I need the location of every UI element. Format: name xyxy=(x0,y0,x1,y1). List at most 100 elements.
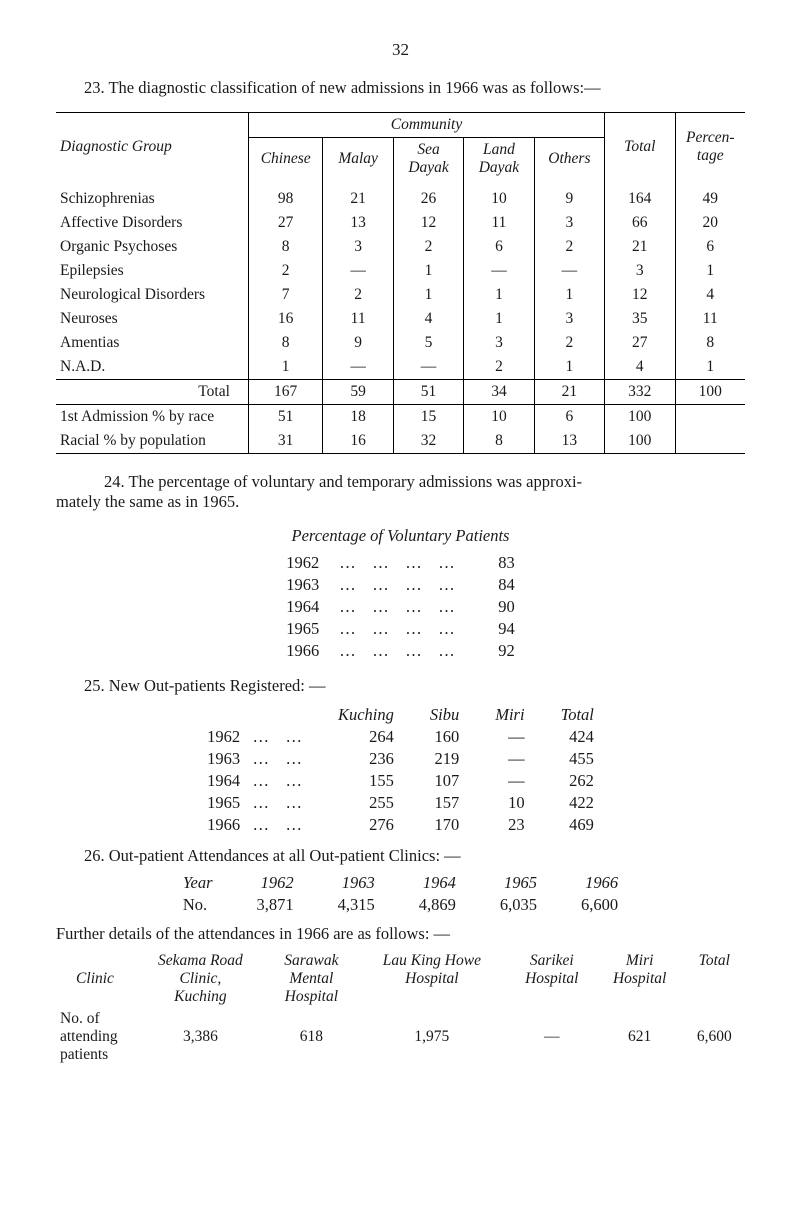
diag-footer-cell: 16 xyxy=(323,429,393,453)
diag-footer-label: Racial % by population xyxy=(56,429,248,453)
out-cell: 455 xyxy=(543,748,612,770)
diag-cell: 21 xyxy=(323,180,393,211)
diag-cell: 66 xyxy=(605,211,675,235)
diag-cell: 1 xyxy=(393,259,463,283)
diag-cell: 2 xyxy=(393,235,463,259)
diag-cell: 1 xyxy=(534,283,604,307)
diag-cell: 9 xyxy=(323,331,393,355)
diag-cell: 2 xyxy=(323,283,393,307)
pct-col-header: Percen- tage xyxy=(675,113,745,180)
diag-cell: 4 xyxy=(675,283,745,307)
diag-cell: 164 xyxy=(605,180,675,211)
vol-year: 1964 xyxy=(276,596,329,618)
diag-row-label: Neurological Disorders xyxy=(56,283,248,307)
diag-cell: 16 xyxy=(248,307,323,331)
diag-cell: 4 xyxy=(393,307,463,331)
out-cell: 424 xyxy=(543,726,612,748)
attendances-table: Year 1962 1963 1964 1965 1966 No. 3,871 … xyxy=(161,872,640,916)
diag-cell: 1 xyxy=(248,355,323,380)
diag-footer-cell: 31 xyxy=(248,429,323,453)
diag-cell: 2 xyxy=(464,355,534,380)
paragraph-26: 26. Out-patient Attendances at all Out-p… xyxy=(56,846,745,866)
vol-value: 94 xyxy=(465,618,525,640)
clinic-h-sarikei: Sarikei Hospital xyxy=(508,950,596,1008)
diag-cell: — xyxy=(323,259,393,283)
paragraph-23: 23. The diagnostic classification of new… xyxy=(56,78,745,98)
clinic-h-sarawak: Sarawak Mental Hospital xyxy=(267,950,356,1008)
diag-cell: 11 xyxy=(323,307,393,331)
diag-footer-cell: 18 xyxy=(323,405,393,430)
col-others: Others xyxy=(534,138,604,181)
diag-footer-cell: 13 xyxy=(534,429,604,453)
vol-year: 1963 xyxy=(276,574,329,596)
diag-cell: 11 xyxy=(675,307,745,331)
diag-row-label: Epilepsies xyxy=(56,259,248,283)
out-cell: 236 xyxy=(320,748,412,770)
vol-value: 92 xyxy=(465,640,525,662)
vol-dots: … … … … xyxy=(329,618,465,640)
out-cell: 170 xyxy=(412,814,477,836)
out-cell: 219 xyxy=(412,748,477,770)
out-cell: 264 xyxy=(320,726,412,748)
out-year: 1962 … … xyxy=(189,726,320,748)
col-land-dayak: Land Dayak xyxy=(464,138,534,181)
out-year: 1966 … … xyxy=(189,814,320,836)
out-cell: 469 xyxy=(543,814,612,836)
paragraph-24: 24. The percentage of voluntary and temp… xyxy=(56,472,745,512)
diag-cell: 26 xyxy=(393,180,463,211)
diag-cell: 3 xyxy=(605,259,675,283)
total-others: 21 xyxy=(534,380,604,405)
diag-cell: 1 xyxy=(675,355,745,380)
clinic-h-sekama: Sekama Road Clinic, Kuching xyxy=(134,950,267,1008)
diag-cell: 1 xyxy=(464,307,534,331)
diag-cell: 21 xyxy=(605,235,675,259)
clinic-h-lau: Lau King Howe Hospital xyxy=(356,950,508,1008)
out-cell: 155 xyxy=(320,770,412,792)
outpatients-table: Kuching Sibu Miri Total 1962 … …264160—4… xyxy=(189,704,612,836)
page-number: 32 xyxy=(56,40,745,60)
diag-cell: 1 xyxy=(464,283,534,307)
diag-row-header: Diagnostic Group xyxy=(56,113,248,180)
total-chinese: 167 xyxy=(248,380,323,405)
diag-cell: 49 xyxy=(675,180,745,211)
diag-cell: 1 xyxy=(393,283,463,307)
out-cell: — xyxy=(477,748,542,770)
out-col-miri: Miri xyxy=(477,704,542,726)
clinic-row-label: No. of attending patients xyxy=(56,1008,134,1066)
total-pct: 100 xyxy=(675,380,745,405)
out-cell: — xyxy=(477,770,542,792)
diag-cell: 1 xyxy=(534,355,604,380)
att-no-label: No. xyxy=(161,894,235,916)
vol-value: 90 xyxy=(465,596,525,618)
clinic-v-miri: 621 xyxy=(596,1008,684,1066)
col-chinese: Chinese xyxy=(248,138,323,181)
diag-cell: 5 xyxy=(393,331,463,355)
diag-footer-cell: 10 xyxy=(464,405,534,430)
diag-cell: — xyxy=(464,259,534,283)
vol-year: 1966 xyxy=(276,640,329,662)
voluntary-title: Percentage of Voluntary Patients xyxy=(56,526,745,546)
diag-footer-cell: 15 xyxy=(393,405,463,430)
diag-cell: 8 xyxy=(248,235,323,259)
out-cell: 107 xyxy=(412,770,477,792)
diag-row-label: Amentias xyxy=(56,331,248,355)
out-cell: 255 xyxy=(320,792,412,814)
att-v-1962: 3,871 xyxy=(235,894,316,916)
diag-cell: 35 xyxy=(605,307,675,331)
out-cell: 23 xyxy=(477,814,542,836)
att-v-1966: 6,600 xyxy=(559,894,640,916)
diag-cell: 7 xyxy=(248,283,323,307)
diag-footer-cell: 8 xyxy=(464,429,534,453)
diag-cell: 3 xyxy=(534,211,604,235)
diag-footer-cell: 6 xyxy=(534,405,604,430)
diag-cell: 3 xyxy=(464,331,534,355)
diag-cell: 9 xyxy=(534,180,604,211)
diag-cell: 98 xyxy=(248,180,323,211)
diag-row-label: Organic Psychoses xyxy=(56,235,248,259)
vol-value: 84 xyxy=(465,574,525,596)
diag-cell: — xyxy=(534,259,604,283)
att-year-label: Year xyxy=(161,872,235,894)
diag-cell: 3 xyxy=(534,307,604,331)
diag-cell: 2 xyxy=(534,235,604,259)
diag-cell: 20 xyxy=(675,211,745,235)
